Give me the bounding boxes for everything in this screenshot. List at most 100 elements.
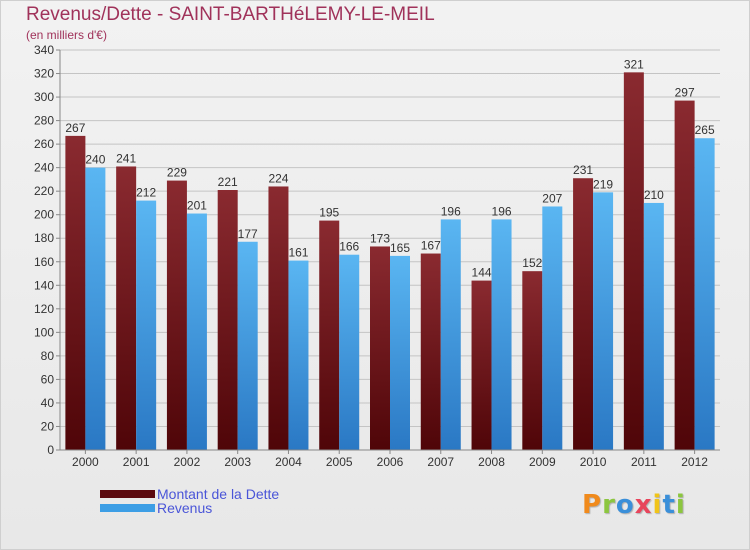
x-tick-label: 2003 bbox=[224, 455, 251, 469]
bar-revenus bbox=[136, 200, 157, 450]
data-label-dette: 195 bbox=[319, 206, 339, 220]
y-tick-label: 200 bbox=[34, 208, 54, 222]
axes bbox=[56, 49, 720, 454]
data-label-dette: 297 bbox=[675, 86, 695, 100]
bar-revenus bbox=[542, 206, 563, 450]
y-tick-label: 220 bbox=[34, 184, 54, 198]
bar-dette bbox=[522, 271, 543, 450]
bar-revenus bbox=[593, 192, 614, 450]
bar-dette bbox=[471, 280, 492, 450]
bar-revenus bbox=[186, 213, 207, 450]
logo-letter: x bbox=[634, 490, 653, 520]
data-label-revenus: 166 bbox=[339, 240, 359, 254]
x-tick-label: 2009 bbox=[529, 455, 556, 469]
data-label-revenus: 177 bbox=[238, 227, 258, 241]
data-label-dette: 267 bbox=[65, 121, 85, 135]
data-label-dette: 144 bbox=[472, 266, 492, 280]
data-label-revenus: 196 bbox=[492, 204, 512, 218]
x-tick-label: 2011 bbox=[631, 455, 657, 469]
data-label-revenus: 210 bbox=[644, 188, 664, 202]
y-tick-label: 320 bbox=[34, 67, 54, 81]
y-tick-label: 80 bbox=[41, 349, 55, 363]
legend-swatch-dette bbox=[100, 490, 155, 498]
data-label-dette: 229 bbox=[167, 166, 187, 180]
bar-dette bbox=[217, 190, 238, 450]
bar-dette bbox=[573, 178, 594, 450]
bar-revenus bbox=[491, 219, 512, 450]
logo-letter: o bbox=[615, 490, 635, 520]
y-tick-label: 160 bbox=[34, 255, 54, 269]
logo-letter: i bbox=[675, 490, 686, 520]
data-label-dette: 167 bbox=[421, 239, 441, 253]
data-label-revenus: 165 bbox=[390, 241, 410, 255]
data-label-dette: 241 bbox=[116, 151, 136, 165]
x-tick-label: 2006 bbox=[377, 455, 404, 469]
chart-title: Revenus/Dette - SAINT-BARTHéLEMY-LE-MEIL bbox=[26, 4, 435, 25]
bar-dette bbox=[623, 72, 644, 451]
data-label-dette: 224 bbox=[268, 171, 288, 185]
logo-letter: r bbox=[602, 490, 616, 520]
x-tick-label: 2001 bbox=[123, 455, 150, 469]
y-tick-label: 100 bbox=[34, 325, 54, 339]
logo-letter: i bbox=[652, 490, 663, 520]
x-tick-label: 2004 bbox=[275, 455, 302, 469]
x-tick-label: 2000 bbox=[72, 455, 99, 469]
data-label-dette: 221 bbox=[218, 175, 238, 189]
data-label-revenus: 207 bbox=[542, 191, 562, 205]
bar-dette bbox=[319, 220, 340, 450]
chart-subtitle: (en milliers d'€) bbox=[26, 28, 107, 42]
bar-revenus bbox=[288, 260, 309, 450]
bar-revenus bbox=[390, 255, 410, 450]
y-tick-label: 180 bbox=[34, 231, 54, 245]
bar-dette bbox=[116, 166, 137, 450]
data-label-dette: 173 bbox=[370, 231, 390, 245]
y-tick-label: 0 bbox=[47, 443, 54, 457]
legend-item-revenus: Revenus bbox=[100, 500, 212, 516]
proxiti-logo: Proxiti bbox=[582, 490, 686, 520]
bar-dette bbox=[370, 246, 390, 450]
data-label-revenus: 196 bbox=[441, 204, 461, 218]
data-label-dette: 152 bbox=[522, 256, 542, 270]
legend-label-dette: Montant de la Dette bbox=[157, 486, 280, 502]
data-label-dette: 321 bbox=[624, 57, 644, 71]
data-label-revenus: 212 bbox=[136, 186, 156, 200]
y-tick-label: 20 bbox=[41, 419, 55, 433]
bar-revenus bbox=[237, 241, 258, 450]
data-label-dette: 231 bbox=[573, 163, 593, 177]
y-tick-label: 40 bbox=[41, 396, 55, 410]
y-tick-label: 140 bbox=[34, 278, 54, 292]
data-label-revenus: 265 bbox=[695, 123, 715, 137]
bar-dette bbox=[674, 100, 695, 451]
bar-revenus bbox=[440, 219, 461, 450]
y-tick-label: 340 bbox=[34, 43, 54, 57]
y-tick-label: 280 bbox=[34, 114, 54, 128]
legend-swatch-revenus bbox=[100, 504, 155, 512]
bar-dette bbox=[166, 180, 187, 450]
legend-label-revenus: Revenus bbox=[157, 500, 213, 516]
legend-item-dette: Montant de la Dette bbox=[100, 486, 279, 502]
bar-dette bbox=[420, 253, 441, 450]
logo-letter: P bbox=[582, 490, 603, 520]
data-label-revenus: 219 bbox=[593, 177, 613, 191]
x-tick-label: 2005 bbox=[326, 455, 353, 469]
data-label-revenus: 161 bbox=[288, 246, 308, 260]
labels: 0 20 40 60 80 100 120 140 160 180 200 220 240 260 280 3… bbox=[34, 43, 715, 469]
logo-letter: t bbox=[662, 490, 676, 520]
bar-revenus bbox=[694, 138, 715, 450]
y-tick-label: 60 bbox=[41, 372, 55, 386]
bar-revenus bbox=[339, 254, 360, 450]
x-tick-label: 2007 bbox=[427, 455, 454, 469]
bar-revenus bbox=[643, 202, 664, 450]
data-label-revenus: 240 bbox=[85, 153, 105, 167]
bars bbox=[65, 72, 715, 451]
y-tick-label: 240 bbox=[34, 161, 54, 175]
bar-dette bbox=[268, 186, 289, 450]
x-tick-label: 2002 bbox=[174, 455, 201, 469]
data-label-revenus: 201 bbox=[187, 199, 207, 213]
x-tick-label: 2010 bbox=[580, 455, 607, 469]
bar-revenus bbox=[85, 167, 106, 450]
bar-dette bbox=[65, 135, 86, 450]
y-tick-label: 120 bbox=[34, 302, 54, 316]
y-tick-label: 260 bbox=[34, 137, 54, 151]
